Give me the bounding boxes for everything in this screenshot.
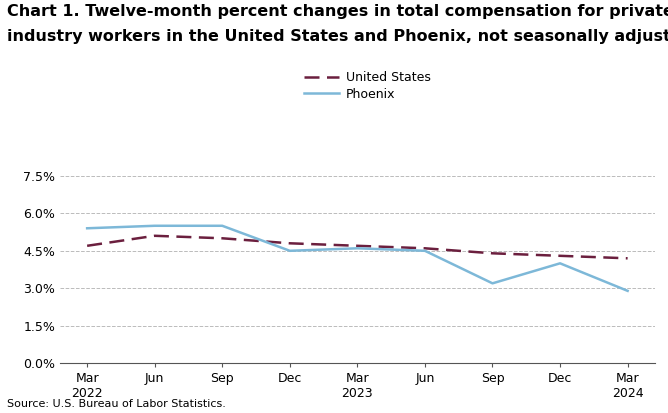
Text: Chart 1. Twelve-month percent changes in total compensation for private: Chart 1. Twelve-month percent changes in… (7, 4, 668, 19)
Legend: United States, Phoenix: United States, Phoenix (299, 66, 436, 106)
Text: Source: U.S. Bureau of Labor Statistics.: Source: U.S. Bureau of Labor Statistics. (7, 399, 226, 409)
Text: industry workers in the United States and Phoenix, not seasonally adjusted: industry workers in the United States an… (7, 29, 668, 44)
